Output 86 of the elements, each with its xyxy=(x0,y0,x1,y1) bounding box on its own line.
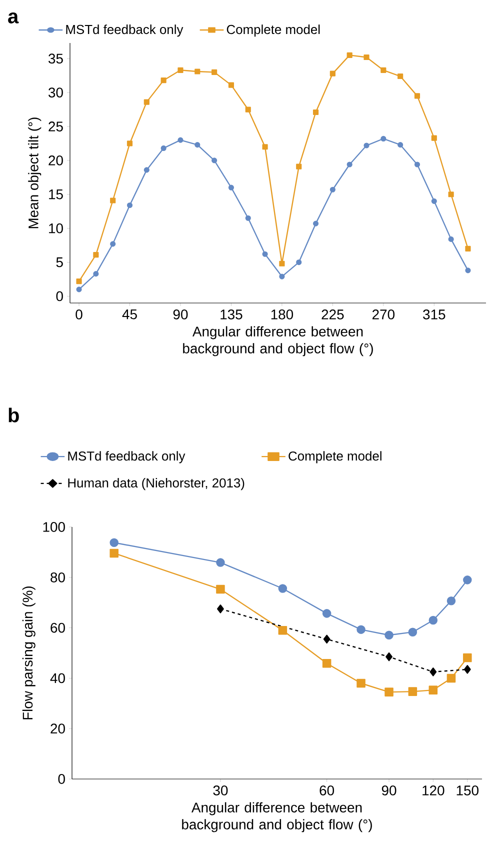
y-tick-label: 5 xyxy=(56,257,63,268)
point xyxy=(110,198,116,204)
point xyxy=(398,73,404,80)
point xyxy=(364,142,370,148)
x-tick-label: 90 xyxy=(382,786,396,796)
point xyxy=(346,162,352,168)
point xyxy=(465,246,471,252)
point xyxy=(398,142,404,148)
y-tick-label: 0 xyxy=(56,291,63,302)
point xyxy=(212,158,218,164)
y-tick-label: 40 xyxy=(50,673,65,684)
point xyxy=(178,67,184,73)
x-tick-label: 150 xyxy=(456,786,478,796)
point xyxy=(126,140,133,146)
x-tick-label: 180 xyxy=(271,310,294,320)
y-tick-label: 30 xyxy=(48,88,63,98)
x-axis-title: Angular difference between background and object flow (°) xyxy=(183,326,373,356)
point xyxy=(279,274,285,280)
point xyxy=(414,93,420,99)
x-tick-label: 30 xyxy=(213,786,228,796)
point xyxy=(144,167,150,173)
point xyxy=(160,145,166,152)
point xyxy=(262,251,268,257)
y-tick-label: 0 xyxy=(58,774,65,784)
point xyxy=(431,198,437,204)
legend-label: Complete model xyxy=(288,451,382,464)
x-tick-label: 60 xyxy=(320,786,334,796)
point xyxy=(380,67,386,73)
y-tick-label: 60 xyxy=(50,622,65,633)
point xyxy=(144,99,150,105)
point xyxy=(364,54,370,60)
point xyxy=(279,260,285,266)
point xyxy=(228,184,234,190)
point xyxy=(431,135,437,141)
point xyxy=(110,241,116,247)
point xyxy=(160,78,166,84)
y-axis-title: Flow parsing gain (%) xyxy=(22,586,36,720)
point xyxy=(414,162,420,168)
point xyxy=(312,109,319,116)
point xyxy=(178,137,184,143)
point xyxy=(76,278,82,284)
y-axis-title: Mean object tilt (°) xyxy=(28,118,42,228)
point xyxy=(245,106,251,112)
y-tick-label: 20 xyxy=(50,724,65,734)
point xyxy=(262,144,268,150)
chart-title: a xyxy=(8,12,19,24)
legend-label: MSTd feedback only xyxy=(66,24,184,37)
x-tick-label: 315 xyxy=(423,310,446,320)
x-tick-label: 135 xyxy=(220,310,242,320)
y-tick-label: 10 xyxy=(49,223,63,234)
y-tick-label: 80 xyxy=(50,572,65,582)
x-axis-title: Angular difference between background and object flow (°) xyxy=(182,802,372,832)
x-tick-label: 270 xyxy=(372,310,395,320)
x-tick-label: 90 xyxy=(173,310,188,320)
y-tick-label: 25 xyxy=(48,122,63,132)
point xyxy=(228,82,234,88)
y-tick-label: 20 xyxy=(48,155,63,166)
y-tick-label: 15 xyxy=(49,190,63,200)
point xyxy=(76,286,82,292)
point xyxy=(312,220,319,226)
point xyxy=(465,268,471,274)
legend-label: Human data (Niehorster, 2013) xyxy=(68,478,244,490)
point xyxy=(296,164,302,170)
point xyxy=(296,259,302,266)
point xyxy=(93,252,99,258)
point xyxy=(212,69,218,75)
y-tick-label: 100 xyxy=(43,522,65,532)
point xyxy=(93,271,99,277)
point xyxy=(245,215,251,221)
point xyxy=(330,70,336,76)
point xyxy=(380,136,386,142)
legend-label: MSTd feedback only xyxy=(68,451,186,464)
x-tick-label: 45 xyxy=(122,310,137,320)
point xyxy=(330,186,336,192)
chart-title: b xyxy=(8,408,19,422)
point xyxy=(448,236,454,242)
point xyxy=(448,192,454,198)
point xyxy=(194,68,200,74)
point xyxy=(194,142,200,148)
point xyxy=(126,202,133,208)
x-tick-label: 120 xyxy=(422,786,444,796)
y-tick-label: 35 xyxy=(48,54,63,64)
x-tick-label: 0 xyxy=(76,310,82,320)
x-tick-label: 225 xyxy=(322,310,344,320)
point xyxy=(346,52,352,58)
legend-label: Complete model xyxy=(226,24,320,37)
